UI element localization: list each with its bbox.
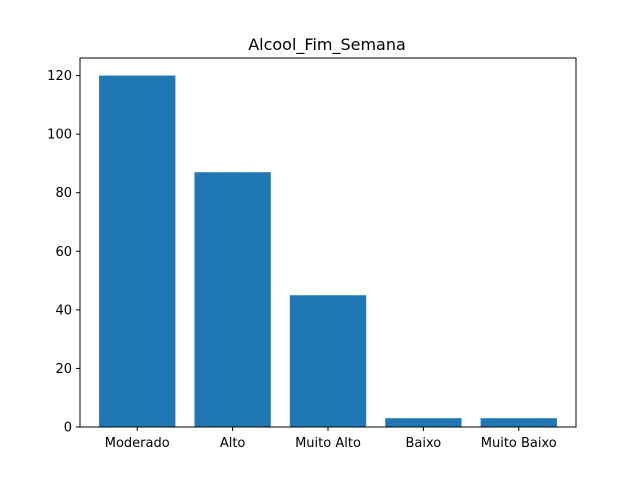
x-tick-label: Baixo bbox=[406, 436, 442, 451]
y-tick-label: 20 bbox=[55, 362, 72, 377]
x-tick-label: Muito Baixo bbox=[481, 436, 557, 451]
bars-group bbox=[99, 75, 557, 428]
x-tick-label: Moderado bbox=[105, 436, 170, 451]
x-axis-ticks: Moderado Alto Muito Alto Baixo Muito Baixo bbox=[105, 427, 557, 451]
y-tick-label: 40 bbox=[55, 303, 72, 318]
x-tick-label: Alto bbox=[220, 436, 246, 451]
bar-alto bbox=[194, 172, 271, 427]
bar-moderado bbox=[99, 75, 176, 428]
chart-title: Alcool_Fim_Semana bbox=[248, 35, 406, 55]
bar-muito-baixo bbox=[480, 418, 557, 427]
bar-baixo bbox=[385, 418, 462, 427]
y-tick-label: 120 bbox=[47, 69, 72, 84]
plot-frame bbox=[79, 57, 577, 428]
y-axis-ticks: 0 20 40 60 80 100 120 bbox=[47, 69, 80, 436]
y-tick-label: 100 bbox=[47, 128, 72, 143]
y-tick-label: 0 bbox=[64, 421, 72, 436]
bar-muito-alto bbox=[289, 295, 367, 427]
y-tick-label: 80 bbox=[55, 186, 72, 201]
y-tick-label: 60 bbox=[55, 245, 72, 260]
x-tick-label: Muito Alto bbox=[295, 436, 361, 451]
